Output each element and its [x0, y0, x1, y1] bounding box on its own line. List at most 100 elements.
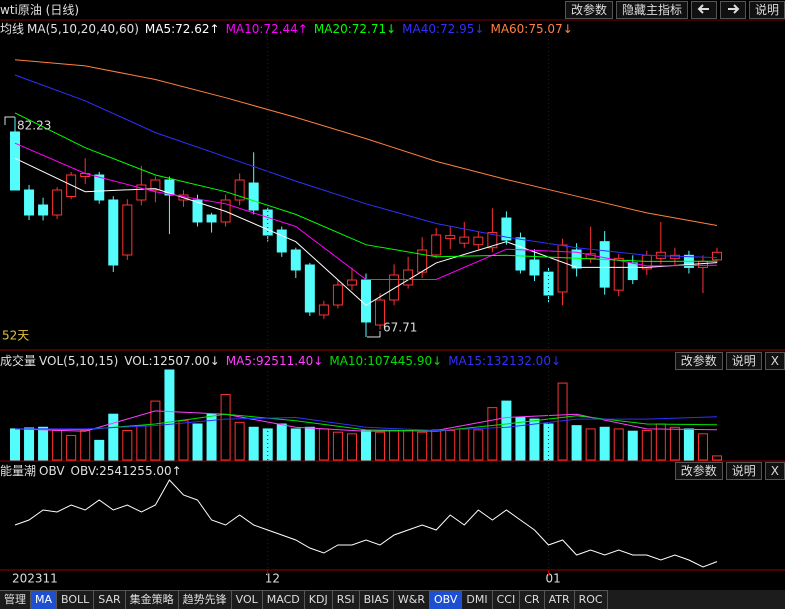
tab[interactable]: MACD [262, 590, 305, 609]
candle-body [389, 274, 400, 301]
tab[interactable]: 管理 [0, 590, 31, 609]
ma-line [14, 59, 718, 226]
volume-bar [417, 431, 428, 461]
x-tick-label: 01 [546, 572, 561, 586]
volume-bar [318, 428, 329, 461]
volume-bar [192, 423, 203, 461]
volume-bar [487, 407, 498, 461]
candle-body [431, 234, 442, 256]
candle-body [290, 249, 301, 271]
candle-body [94, 174, 105, 201]
legend-item: MA5:92511.40↓ [225, 354, 324, 368]
tab[interactable]: RSI [332, 590, 360, 609]
volume-bar [164, 369, 175, 461]
volume-bar [571, 425, 582, 461]
volume-bar [136, 425, 147, 461]
volume-bar [613, 428, 624, 461]
candle-body [318, 304, 329, 316]
tab[interactable]: KDJ [304, 590, 333, 609]
ma-line [14, 142, 718, 280]
tab-bar: 管理 MA BOLL SAR 集金策略 趋势先锋 VOL MACD KDJ RSI BIAS W&R O… [0, 590, 785, 609]
candle-body [473, 236, 484, 246]
tab[interactable]: W&R [393, 590, 430, 609]
tab[interactable]: VOL [231, 590, 263, 609]
tab[interactable]: OBV [430, 590, 463, 609]
volume-bar [108, 413, 119, 461]
volume-bar [459, 428, 470, 461]
volume-bar [38, 426, 49, 461]
candle-body [234, 179, 245, 201]
volume-bar [361, 430, 371, 461]
ma-line [14, 410, 718, 432]
tab[interactable]: 集金策略 [125, 590, 179, 609]
tab[interactable]: ROC [574, 590, 608, 609]
volume-bar [332, 431, 343, 461]
candle-body [487, 232, 498, 249]
candle-body [276, 229, 287, 253]
obv-line [14, 479, 718, 568]
volume-bar [627, 430, 638, 461]
tab[interactable]: 趋势先锋 [178, 590, 232, 609]
tab[interactable]: ATR [544, 590, 575, 609]
legend-item: MA15:132132.00↓ [448, 354, 562, 368]
volume-bar [473, 429, 484, 461]
volume-bar [501, 400, 512, 461]
button[interactable]: X [764, 352, 785, 370]
volume-bar [389, 430, 400, 461]
candle-body [529, 259, 540, 276]
volume-bar [10, 428, 20, 461]
tab[interactable]: BOLL [57, 590, 95, 609]
candle-body [332, 284, 343, 306]
panel-header: 成交量 VOL(5,10,15) VOL:12507.00↓ MA5:92511.40… [0, 352, 785, 370]
candle-body [346, 279, 357, 286]
volume-bar [641, 430, 652, 461]
panel-buttons: 改参数 说明 X [672, 462, 785, 480]
volume-bar [669, 426, 680, 461]
x-tick-label: 12 [265, 572, 280, 586]
legend-item: MA10:72.44↑ [225, 22, 308, 36]
tab[interactable]: SAR [94, 590, 126, 609]
prev-button[interactable] [690, 1, 717, 19]
candle-body [122, 204, 133, 256]
button[interactable]: 说明 [725, 462, 762, 480]
candle-body [206, 214, 217, 223]
candle-body [108, 199, 119, 266]
candle-body [459, 236, 470, 244]
volume-bar [94, 439, 105, 461]
legend-item: MA40:72.95↓ [402, 22, 485, 36]
tab[interactable]: CR [520, 590, 545, 609]
candle-body [599, 241, 610, 288]
button[interactable]: 说明 [748, 1, 785, 19]
readout: OBV:2541255.00↑ [70, 464, 182, 478]
tab[interactable]: DMI [462, 590, 493, 609]
volume-bar [529, 418, 540, 461]
button[interactable]: 改参数 [564, 1, 613, 19]
volume-bar [346, 433, 357, 461]
volume-bar [80, 430, 91, 461]
annotation: 82.23 [17, 118, 51, 132]
volume-bar [445, 430, 456, 461]
candle-body [627, 262, 638, 281]
candle-body [445, 235, 456, 240]
volume-bar [585, 428, 596, 461]
legend-item: MA60:75.07↓ [490, 22, 573, 36]
next-button[interactable] [719, 1, 746, 19]
volume-bar [24, 427, 35, 461]
button[interactable]: 改参数 [674, 352, 723, 370]
tab[interactable]: BIAS [359, 590, 394, 609]
panel-header: 能量潮 OBV OBV:2541255.00↑ 改参数 说明 X [0, 462, 785, 480]
button[interactable]: 说明 [725, 352, 762, 370]
indicator-formula: MA(5,10,20,40,60) [27, 22, 139, 36]
button[interactable]: X [764, 462, 785, 480]
candle-body [24, 189, 35, 216]
tab[interactable]: MA [31, 590, 58, 609]
volume-bar [52, 430, 63, 461]
volume-bar [122, 430, 133, 461]
tab[interactable]: CCI [492, 590, 521, 609]
button[interactable]: 隐藏主指标 [615, 1, 688, 19]
button[interactable]: 改参数 [674, 462, 723, 480]
annotation-line [4, 116, 15, 125]
volume-bar [220, 394, 231, 461]
ma-line [14, 157, 718, 306]
